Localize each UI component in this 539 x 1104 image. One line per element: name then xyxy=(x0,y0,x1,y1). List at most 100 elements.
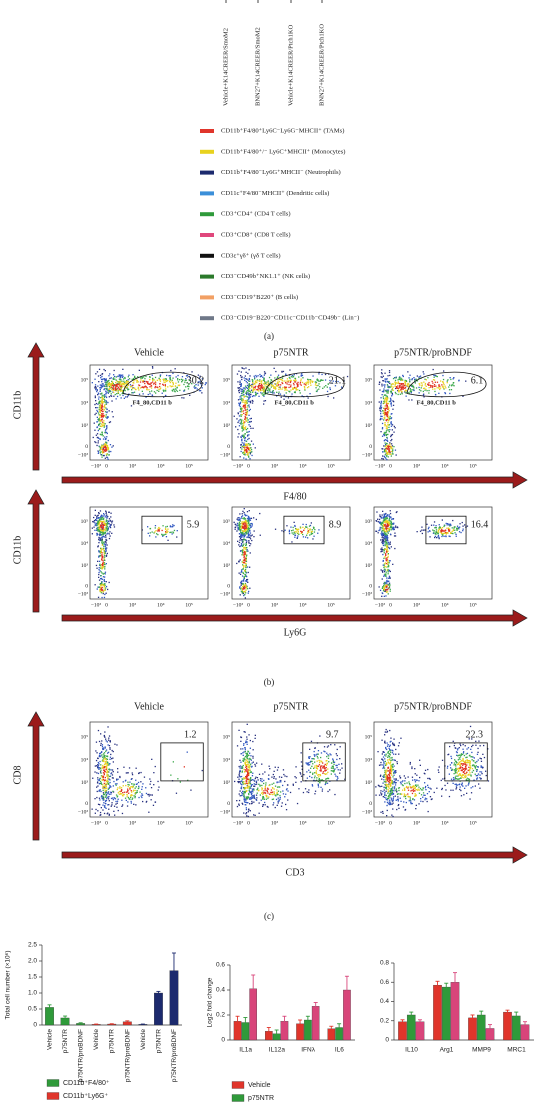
event-dot xyxy=(318,383,320,385)
event-dot xyxy=(237,517,239,519)
event-dot xyxy=(152,367,154,369)
event-dot xyxy=(255,781,258,783)
event-dot xyxy=(292,376,294,378)
event-dot xyxy=(105,587,107,589)
event-dot xyxy=(388,514,390,516)
event-dot xyxy=(385,414,387,416)
event-dot xyxy=(296,529,298,531)
event-dot xyxy=(391,394,394,396)
event-dot xyxy=(302,526,304,528)
event-dot xyxy=(114,378,116,380)
event-dot xyxy=(389,584,391,586)
event-dot xyxy=(99,404,101,406)
event-dot xyxy=(380,516,382,518)
event-dot xyxy=(102,776,105,778)
event-dot xyxy=(111,386,113,388)
event-dot xyxy=(141,390,143,392)
event-dot xyxy=(402,386,404,388)
event-dot xyxy=(390,450,393,453)
event-dot xyxy=(447,532,449,534)
event-dot xyxy=(103,513,105,515)
event-dot xyxy=(383,527,385,530)
event-dot xyxy=(122,374,124,376)
event-dot xyxy=(244,573,246,576)
event-dot xyxy=(140,379,142,381)
event-dot xyxy=(243,580,245,582)
event-dot xyxy=(98,550,100,552)
event-dot xyxy=(414,378,416,381)
flow-x-tick: 10⁴ xyxy=(157,602,165,608)
event-dot xyxy=(319,386,321,388)
event-dot xyxy=(308,379,310,381)
event-dot xyxy=(246,450,248,452)
event-dot xyxy=(269,388,271,390)
event-dot xyxy=(113,369,115,372)
event-dot xyxy=(134,792,136,794)
event-dot xyxy=(252,383,254,385)
event-dot xyxy=(174,385,177,387)
event-dot xyxy=(392,528,394,531)
event-dot xyxy=(110,395,113,397)
event-dot xyxy=(294,381,296,383)
event-dot xyxy=(252,395,255,397)
event-dot xyxy=(107,744,109,746)
event-dot xyxy=(239,398,241,400)
event-dot xyxy=(244,585,246,587)
event-dot xyxy=(303,529,305,531)
event-dot xyxy=(320,786,322,788)
event-dot xyxy=(112,391,114,393)
event-dot xyxy=(258,383,261,385)
event-dot xyxy=(163,390,165,393)
event-dot xyxy=(316,753,318,755)
event-dot xyxy=(313,527,315,529)
event-dot xyxy=(131,791,133,793)
event-dot xyxy=(441,385,444,388)
event-dot xyxy=(389,533,392,535)
event-dot xyxy=(435,527,437,529)
event-dot xyxy=(171,380,173,382)
event-dot xyxy=(97,779,99,781)
event-dot xyxy=(141,386,144,388)
event-dot xyxy=(115,803,117,805)
event-dot xyxy=(240,421,242,424)
event-dot xyxy=(452,532,454,535)
event-dot xyxy=(104,394,106,396)
event-dot xyxy=(149,386,151,388)
event-dot xyxy=(264,373,266,375)
event-dot xyxy=(344,778,346,780)
event-dot xyxy=(99,590,101,592)
event-dot xyxy=(241,549,244,551)
event-dot xyxy=(97,586,99,588)
event-dot xyxy=(390,423,392,425)
event-dot xyxy=(258,783,260,785)
event-dot xyxy=(333,770,335,772)
event-dot xyxy=(259,380,261,382)
event-dot xyxy=(255,380,257,382)
event-dot xyxy=(297,383,299,385)
event-dot xyxy=(252,379,254,381)
event-dot xyxy=(105,791,107,793)
event-dot xyxy=(329,753,331,755)
event-dot xyxy=(402,374,404,377)
event-dot xyxy=(384,399,386,401)
event-dot xyxy=(189,377,191,379)
event-dot xyxy=(103,395,105,397)
event-dot xyxy=(241,569,243,571)
event-dot xyxy=(240,408,242,410)
event-dot xyxy=(243,393,245,396)
event-dot xyxy=(139,387,142,389)
event-dot xyxy=(104,401,106,403)
event-dot xyxy=(245,418,247,420)
event-dot xyxy=(97,785,99,787)
event-dot xyxy=(294,534,296,536)
event-dot xyxy=(308,764,311,766)
event-dot xyxy=(244,438,246,440)
event-dot xyxy=(309,524,312,527)
event-dot xyxy=(389,386,391,388)
event-dot xyxy=(386,581,389,583)
event-dot xyxy=(261,387,263,389)
event-dot xyxy=(102,786,104,788)
event-dot xyxy=(247,802,249,804)
event-dot xyxy=(316,389,319,391)
event-dot xyxy=(386,418,389,421)
